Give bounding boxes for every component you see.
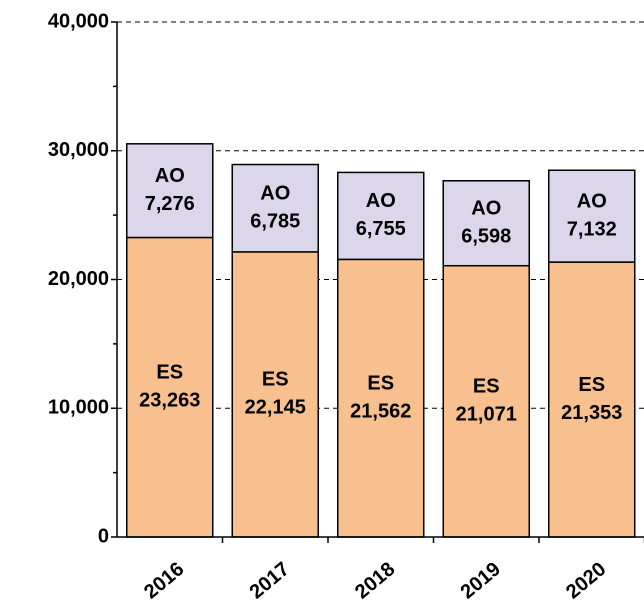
x-tick-label: 2017 (246, 558, 294, 603)
segment-name: AO (471, 198, 501, 220)
segment-name: ES (578, 374, 605, 396)
y-tick-label: 30,000 (48, 139, 109, 161)
bar-segment (337, 258, 425, 538)
value-label: 6,755 (356, 218, 406, 240)
value-label: 23,263 (139, 390, 200, 412)
value-label: 6,598 (461, 226, 511, 248)
value-label: 21,353 (561, 402, 622, 424)
bar-segment (442, 180, 530, 267)
bar-segment (337, 171, 425, 261)
segment-name: ES (262, 369, 289, 391)
value-label: 7,132 (567, 218, 617, 240)
bar-segment (231, 163, 319, 253)
bar-segment (442, 264, 530, 538)
x-tick-label: 2016 (140, 558, 188, 603)
segment-name: ES (367, 372, 394, 394)
bar-segment (548, 261, 636, 538)
bar-segment (231, 251, 319, 538)
bar-segment (126, 236, 214, 538)
value-label: 21,071 (456, 404, 517, 426)
x-tick-label: 2020 (562, 558, 610, 603)
segment-name: ES (473, 376, 500, 398)
y-tick-label: 40,000 (48, 10, 109, 32)
segment-name: AO (260, 182, 290, 204)
x-tick-label: 2018 (351, 558, 399, 603)
bar-segment (548, 169, 636, 263)
y-tick-label: 10,000 (48, 397, 109, 419)
segment-name: AO (155, 165, 185, 187)
y-tick-label: 20,000 (48, 268, 109, 290)
x-tick-label: 2019 (457, 558, 505, 603)
segment-name: ES (156, 362, 183, 384)
segment-name: AO (577, 190, 607, 212)
value-label: 7,276 (145, 193, 195, 215)
bar-segment (126, 143, 214, 239)
segment-name: AO (366, 190, 396, 212)
y-tick-label: 0 (98, 525, 109, 547)
value-label: 22,145 (245, 397, 306, 419)
value-label: 6,785 (250, 210, 300, 232)
value-label: 21,562 (350, 400, 411, 422)
